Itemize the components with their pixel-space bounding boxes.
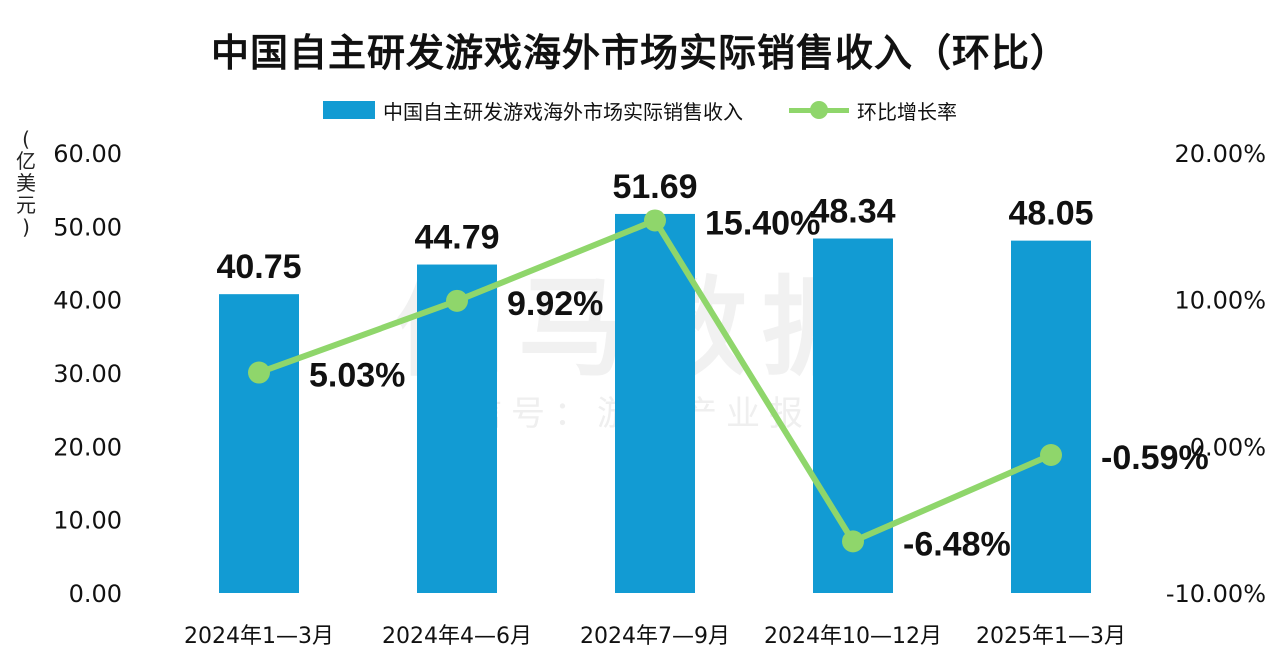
bar-value-label: 48.05 <box>1008 195 1093 233</box>
x-axis: 2024年1—3月 2024年4—6月 2024年7—9月 2024年10—12月 20… <box>184 624 1126 649</box>
left-axis-tick-label: 50.00 <box>53 213 122 241</box>
unit-char: 亿 <box>16 149 36 173</box>
line-series <box>248 209 1062 553</box>
bar-value-label: 51.69 <box>612 168 697 206</box>
right-axis: -10.00% 0.00% 10.00% 20.00% <box>1166 140 1266 608</box>
legend-item-revenue: 中国自主研发游戏海外市场实际销售收入 <box>323 96 743 125</box>
unit-char: 美 <box>16 171 36 195</box>
growth-point <box>446 289 468 312</box>
bar-value-label: 44.79 <box>414 219 499 257</box>
left-axis-tick-label: 0.00 <box>69 580 122 608</box>
x-axis-tick-label: 2024年10—12月 <box>764 624 942 649</box>
left-axis-tick-label: 10.00 <box>53 507 122 535</box>
bar <box>615 213 695 593</box>
right-axis-tick-label: 20.00% <box>1174 140 1266 168</box>
growth-point <box>1040 443 1062 466</box>
line-value-labels: 5.03% 9.92% 15.40% -6.48% -0.59% <box>309 204 1209 563</box>
bar-series <box>219 213 1091 594</box>
left-axis-tick-label: 20.00 <box>53 433 122 461</box>
growth-value-label: 5.03% <box>309 357 405 395</box>
right-axis-tick-label: -10.00% <box>1166 580 1266 608</box>
unit-char: ( <box>22 127 30 151</box>
growth-point <box>644 209 666 232</box>
left-axis-unit-label: (亿美元) <box>14 128 38 238</box>
bar <box>219 294 299 593</box>
bar <box>1011 240 1091 593</box>
bar-value-labels: 40.75 44.79 51.69 48.34 48.05 <box>216 168 1093 286</box>
growth-point <box>842 530 864 553</box>
x-axis-tick-label: 2024年4—6月 <box>382 624 532 649</box>
x-axis-tick-label: 2024年1—3月 <box>184 624 334 649</box>
growth-point <box>248 361 270 384</box>
x-axis-tick-label: 2024年7—9月 <box>580 624 730 649</box>
right-axis-tick-label: 10.00% <box>1174 287 1266 315</box>
unit-char: ) <box>22 215 30 239</box>
growth-value-label: -0.59% <box>1101 439 1209 477</box>
legend-growth-label: 环比增长率 <box>857 99 957 124</box>
unit-char: 元 <box>16 193 36 217</box>
left-axis-tick-label: 60.00 <box>53 140 122 168</box>
right-axis-tick-label: 0.00% <box>1190 433 1266 461</box>
x-axis-tick-label: 2025年1—3月 <box>976 624 1126 649</box>
legend-revenue-label: 中国自主研发游戏海外市场实际销售收入 <box>383 99 743 124</box>
bar-value-label: 40.75 <box>216 248 301 286</box>
legend-bar-swatch <box>323 101 375 119</box>
left-axis-tick-label: 40.00 <box>53 287 122 315</box>
chart-legend: 中国自主研发游戏海外市场实际销售收入 环比增长率 <box>0 93 1280 127</box>
legend-item-growth: 环比增长率 <box>789 96 957 125</box>
chart-title: 中国自主研发游戏海外市场实际销售收入（环比） <box>210 31 1069 75</box>
bar-value-label: 48.34 <box>810 193 895 231</box>
growth-value-label: -6.48% <box>903 525 1011 563</box>
bar <box>417 264 497 593</box>
legend-line-swatch <box>789 101 849 119</box>
left-axis: 0.00 10.00 20.00 30.00 40.00 50.00 60.00 <box>53 140 122 608</box>
growth-value-label: 9.92% <box>507 285 603 323</box>
growth-value-label: 15.40% <box>705 204 820 242</box>
left-axis-tick-label: 30.00 <box>53 360 122 388</box>
